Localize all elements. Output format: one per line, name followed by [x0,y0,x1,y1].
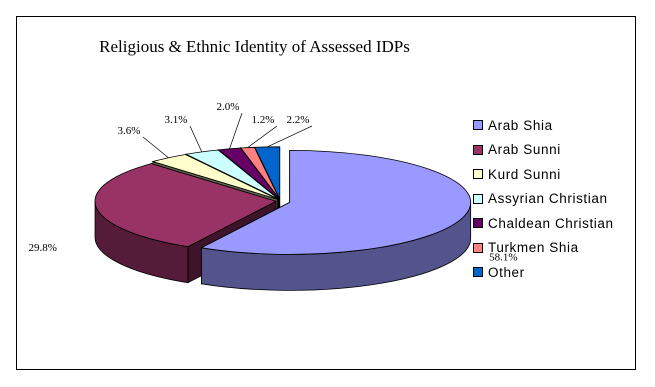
legend-label: Chaldean Christian [488,215,614,231]
legend-label: Kurd Sunni [488,166,561,182]
leader-line-other [267,125,313,148]
pie-chart: 58.1% 29.8% 3.6% 3.1% 2.0% 1.2% 2.2% [29,101,518,291]
value-label-arab-sunni: 29.8% [29,242,57,254]
value-label-arab-shia: 58.1% [489,251,517,263]
legend-label: Arab Sunni [488,142,561,158]
chart-title: Religious & Ethnic Identity of Assessed … [99,37,410,56]
legend-item-arab-shia: Arab Shia [473,113,614,138]
legend-label: Arab Shia [488,117,553,133]
value-label-assyrian-christian: 3.1% [165,114,188,126]
leader-line-assyrian-christian [189,125,203,153]
legend-swatch [473,218,483,229]
legend-item-other: Other [473,260,614,285]
value-label-chaldean-christian: 2.0% [217,101,240,113]
leader-line-chaldean-christian [229,112,243,149]
legend-label: Assyrian Christian [488,191,608,207]
legend-swatch [473,120,483,131]
legend-swatch [473,193,483,204]
pie-slice-arab-shia [200,149,472,255]
value-label-turkmen-shia: 1.2% [252,114,275,126]
legend: Arab Shia Arab Sunni Kurd Sunni Assyrian Ch… [473,113,614,285]
leader-line-kurd-sunni [142,136,169,159]
legend-swatch [473,144,483,155]
legend-item-arab-sunni: Arab Sunni [473,138,614,163]
pie-slice-kurd-sunni [151,154,278,200]
value-label-kurd-sunni: 3.6% [118,125,141,137]
legend-swatch [473,169,483,180]
legend-swatch [473,242,483,253]
pie-slice-arab-sunni [94,163,278,248]
legend-label: Turkmen Shia [488,240,579,256]
legend-item-turkmen-shia: Turkmen Shia [473,236,614,261]
legend-label: Other [488,264,525,280]
chart-frame: Religious & Ethnic Identity of Assessed … [16,16,636,370]
legend-item-chaldean-christian: Chaldean Christian [473,211,614,236]
legend-item-assyrian-christian: Assyrian Christian [473,187,614,212]
value-label-other: 2.2% [287,114,310,126]
leader-line-turkmen-shia [247,125,278,148]
legend-item-kurd-sunni: Kurd Sunni [473,162,614,187]
pie-slice-assyrian-christian [184,149,279,200]
legend-swatch [473,267,483,278]
